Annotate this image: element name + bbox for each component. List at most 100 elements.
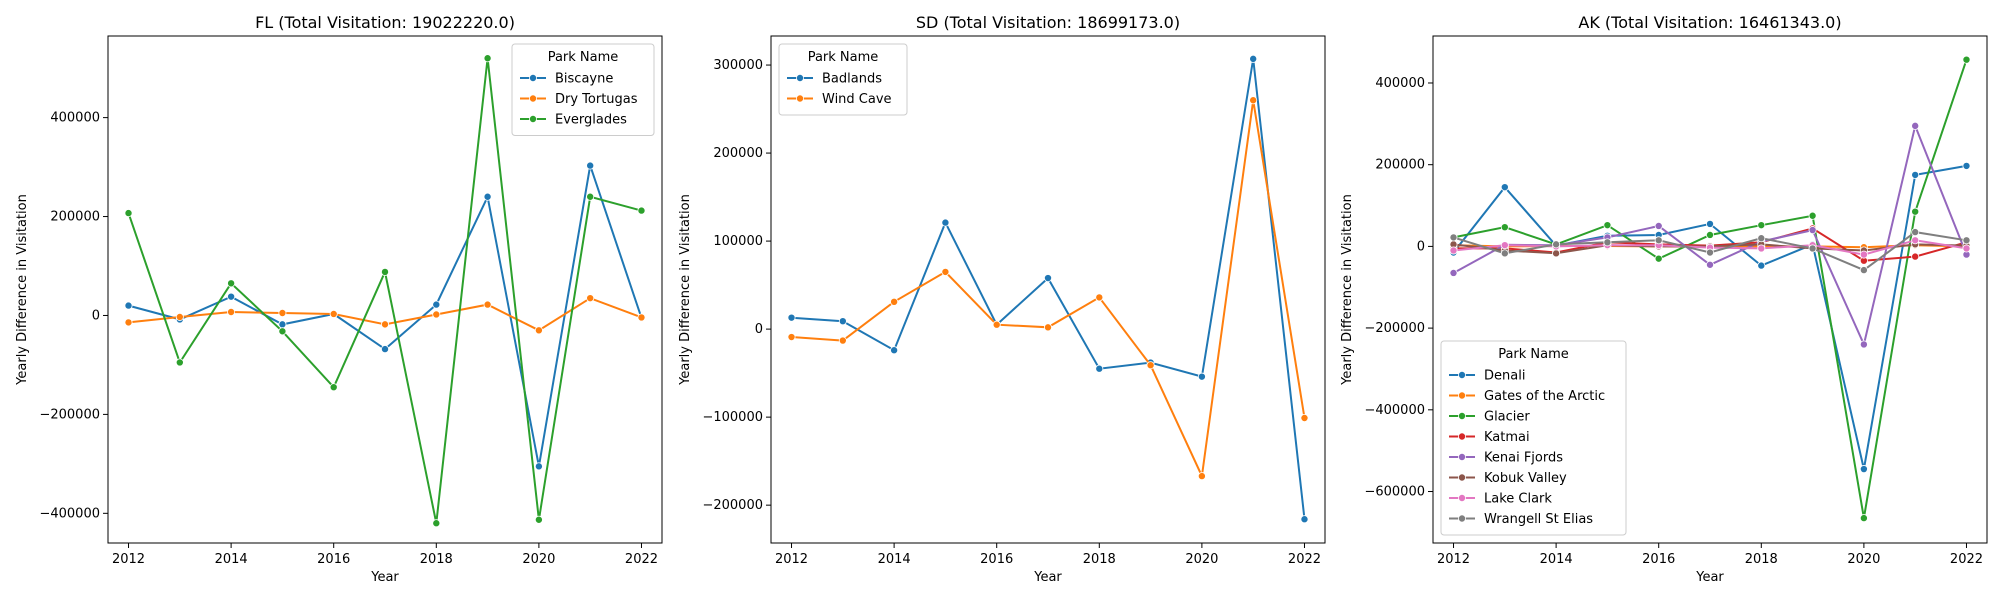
y-tick-label: 400000 — [50, 111, 100, 126]
legend-label: Glacier — [1484, 410, 1530, 425]
legend-label: Biscayne — [555, 72, 613, 87]
data-point — [1962, 236, 1971, 245]
data-point — [637, 313, 646, 322]
data-point — [1808, 211, 1817, 220]
data-point — [1197, 372, 1206, 381]
x-tick-label: 2012 — [1437, 552, 1470, 567]
legend-title: Park Name — [1498, 347, 1569, 362]
legend: Park Name Denali Gates of the Arctic Glacie… — [1440, 340, 1627, 536]
data-point — [380, 345, 389, 354]
legend-label: Kobuk Valley — [1484, 471, 1567, 486]
x-axis-label: Year — [370, 570, 399, 585]
x-tick-label: 2022 — [625, 552, 658, 567]
data-point — [1044, 323, 1053, 332]
y-tick-label: 100000 — [713, 234, 763, 249]
legend-label: Kenai Fjords — [1484, 451, 1563, 466]
data-point — [1911, 207, 1920, 216]
x-tick-label: 2020 — [1185, 552, 1218, 567]
y-tick-label: 300000 — [713, 58, 763, 73]
data-point — [1095, 293, 1104, 302]
x-tick-label: 2018 — [1083, 552, 1116, 567]
y-tick-label: 200000 — [1375, 158, 1425, 173]
data-point — [124, 209, 133, 218]
legend-swatch-marker — [796, 74, 805, 83]
data-point — [1044, 274, 1053, 283]
y-axis-label: Yearly Difference in Visitation — [1340, 194, 1355, 386]
data-point — [1808, 244, 1817, 253]
legend-label: Wind Cave — [822, 92, 892, 107]
legend-swatch-marker — [1458, 391, 1467, 400]
data-point — [838, 336, 847, 345]
chart-panel-2: SD (Total Visitation: 18699173.0) −200000… — [678, 13, 1326, 585]
data-point — [227, 279, 236, 288]
data-point — [1300, 515, 1309, 524]
x-tick-label: 2012 — [112, 552, 145, 567]
data-point — [278, 320, 287, 329]
y-tick-label: 0 — [1417, 239, 1425, 254]
data-point — [432, 310, 441, 319]
legend-label: Gates of the Arctic — [1484, 389, 1605, 404]
x-tick-label: 2016 — [317, 552, 350, 567]
legend-swatch-marker — [529, 74, 538, 83]
y-tick-label: 0 — [92, 308, 100, 323]
data-point — [483, 192, 492, 201]
x-tick-label: 2014 — [215, 552, 248, 567]
data-point — [890, 297, 899, 306]
data-point — [175, 358, 184, 367]
data-point — [586, 192, 595, 201]
data-point — [838, 317, 847, 326]
data-point — [1757, 221, 1766, 230]
data-point — [1962, 161, 1971, 170]
data-point — [1449, 233, 1458, 242]
data-point — [1449, 246, 1458, 255]
data-point — [483, 300, 492, 309]
legend-box — [778, 43, 908, 116]
x-tick-label: 2018 — [1745, 552, 1778, 567]
y-axis-label: Yearly Difference in Visitation — [678, 194, 693, 386]
data-point — [227, 308, 236, 317]
legend-swatch-marker — [796, 94, 805, 103]
chart-panel-1: FL (Total Visitation: 19022220.0) −400000… — [15, 13, 663, 585]
data-point — [1095, 364, 1104, 373]
y-tick-label: −200000 — [702, 498, 763, 513]
y-tick-label: −200000 — [39, 407, 100, 422]
data-point — [1859, 266, 1868, 275]
data-point — [124, 318, 133, 327]
legend-swatch-marker — [1458, 493, 1467, 502]
legend-label: Badlands — [822, 72, 882, 87]
x-tick-label: 2022 — [1950, 552, 1983, 567]
data-point — [1757, 234, 1766, 243]
y-tick-label: 200000 — [713, 146, 763, 161]
data-point — [380, 267, 389, 276]
data-point — [1654, 236, 1663, 245]
legend-title: Park Name — [808, 50, 879, 65]
data-point — [1962, 55, 1971, 64]
legend-label: Lake Clark — [1484, 492, 1552, 507]
axes-frame — [107, 35, 663, 544]
y-tick-label: −600000 — [1364, 485, 1425, 500]
data-point — [227, 292, 236, 301]
legend-swatch-marker — [529, 115, 538, 124]
chart-title: FL (Total Visitation: 19022220.0) — [255, 13, 515, 32]
data-point — [1757, 244, 1766, 253]
data-point — [278, 308, 287, 317]
data-point — [586, 161, 595, 170]
data-point — [329, 309, 338, 318]
data-point — [890, 346, 899, 355]
data-point — [1962, 244, 1971, 253]
x-tick-label: 2014 — [1540, 552, 1573, 567]
data-point — [1706, 230, 1715, 239]
x-tick-label: 2018 — [420, 552, 453, 567]
data-point — [1552, 249, 1561, 258]
legend-label: Denali — [1484, 369, 1525, 384]
data-point — [1911, 170, 1920, 179]
data-point — [1859, 514, 1868, 523]
data-point — [992, 320, 1001, 329]
data-point — [1911, 252, 1920, 261]
data-point — [175, 312, 184, 321]
chart-panel-3: AK (Total Visitation: 16461343.0) −600000… — [1340, 13, 1988, 585]
x-tick-label: 2020 — [522, 552, 555, 567]
data-point — [1300, 414, 1309, 423]
data-point — [1603, 221, 1612, 230]
